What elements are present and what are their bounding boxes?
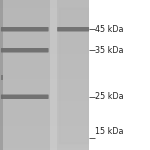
Bar: [0, 46, 89, 49]
Bar: [0, 123, 89, 126]
Bar: [0, 67, 89, 69]
Bar: [0, 43, 89, 45]
Bar: [0, 103, 89, 105]
Bar: [0, 73, 89, 75]
Bar: [0, 63, 89, 66]
Bar: [1, 75, 3, 80]
Bar: [0, 76, 89, 79]
Bar: [0, 26, 89, 28]
Bar: [0, 37, 89, 39]
Bar: [0, 0, 89, 2]
Bar: [0, 7, 89, 9]
Bar: [0, 3, 89, 6]
Bar: [0, 5, 89, 8]
Bar: [0, 106, 89, 109]
FancyBboxPatch shape: [1, 48, 49, 52]
Bar: [0, 116, 89, 118]
Bar: [0, 108, 89, 111]
Bar: [0, 65, 89, 68]
Bar: [0, 15, 89, 17]
Bar: [0, 82, 89, 84]
Bar: [0, 17, 89, 19]
FancyBboxPatch shape: [1, 94, 49, 99]
Bar: [0, 48, 89, 51]
Bar: [50, 0, 57, 150]
Bar: [0, 22, 89, 24]
Bar: [0, 32, 89, 34]
Bar: [0, 146, 89, 148]
Bar: [0, 136, 89, 139]
Bar: [0, 135, 89, 137]
Bar: [0, 69, 89, 71]
Bar: [0, 142, 89, 144]
Bar: [0, 52, 89, 54]
Bar: [0, 45, 89, 47]
Bar: [0, 88, 89, 90]
Bar: [0, 97, 89, 99]
Bar: [0, 13, 89, 15]
Bar: [0, 35, 89, 38]
Bar: [0, 144, 89, 146]
Bar: [0, 86, 89, 88]
Bar: [0, 61, 89, 64]
Bar: [0, 95, 89, 98]
Bar: [0, 125, 89, 128]
Bar: [0, 0, 50, 150]
Bar: [0, 129, 89, 131]
Bar: [0, 28, 89, 30]
Bar: [0, 50, 89, 52]
Bar: [0, 118, 89, 120]
Bar: [0, 78, 89, 81]
Bar: [0, 0, 3, 150]
Bar: [0, 99, 89, 101]
Bar: [0, 127, 89, 129]
Bar: [0, 24, 89, 26]
Bar: [0, 120, 89, 122]
Bar: [0, 9, 89, 11]
Bar: [0, 11, 89, 13]
Bar: [0, 110, 89, 112]
Bar: [0, 148, 89, 150]
Bar: [0, 105, 89, 107]
Bar: [0, 39, 89, 41]
Text: 15 kDa: 15 kDa: [95, 128, 124, 136]
Bar: [0, 75, 89, 77]
Bar: [0, 114, 89, 116]
FancyBboxPatch shape: [57, 27, 89, 32]
Text: 25 kDa: 25 kDa: [95, 92, 124, 101]
Bar: [0, 56, 89, 58]
Bar: [0, 92, 89, 94]
Bar: [0, 140, 89, 142]
Bar: [0, 20, 89, 22]
Bar: [0, 131, 89, 133]
Text: 45 kDa: 45 kDa: [95, 25, 124, 34]
Bar: [0, 133, 89, 135]
Bar: [0, 41, 89, 43]
Bar: [0, 54, 89, 56]
Bar: [0, 84, 89, 86]
Bar: [0, 2, 89, 4]
FancyBboxPatch shape: [1, 27, 49, 32]
Bar: [0, 101, 89, 103]
Bar: [0, 18, 89, 21]
Bar: [0, 80, 89, 83]
Bar: [0, 90, 89, 92]
Bar: [0, 58, 89, 60]
Bar: [0, 30, 89, 32]
Bar: [0, 122, 89, 124]
Text: 35 kDa: 35 kDa: [95, 46, 124, 55]
Bar: [0, 33, 89, 36]
Bar: [0, 60, 89, 62]
Bar: [0, 112, 89, 114]
Bar: [0, 138, 89, 141]
Bar: [0, 93, 89, 96]
Bar: [0, 71, 89, 73]
